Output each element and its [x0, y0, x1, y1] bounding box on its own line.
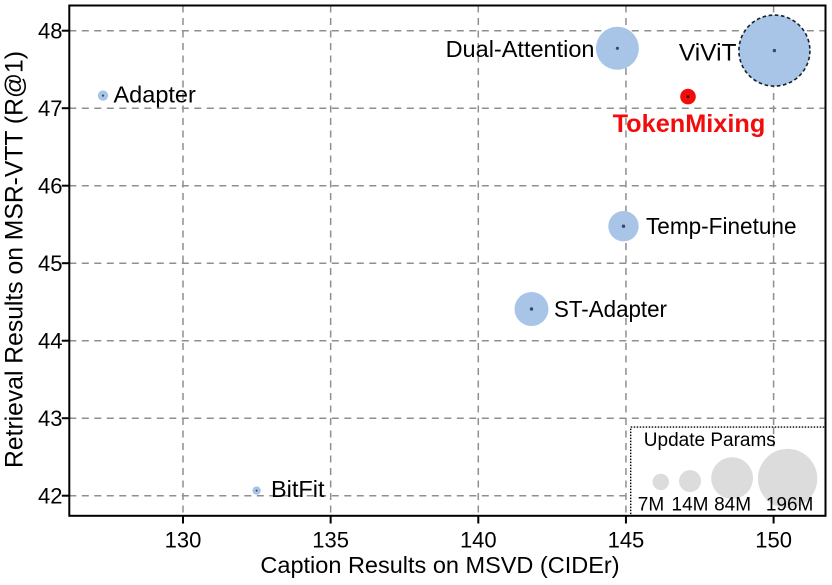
svg-text:84M: 84M	[714, 495, 751, 516]
svg-text:Caption Results on MSVD (CIDEr: Caption Results on MSVD (CIDEr)	[260, 552, 619, 578]
svg-text:TokenMixing: TokenMixing	[613, 110, 766, 138]
svg-text:Retrieval Results on MSR-VTT (: Retrieval Results on MSR-VTT (R@1)	[1, 51, 28, 468]
svg-text:BitFit: BitFit	[271, 476, 325, 502]
svg-text:130: 130	[165, 528, 202, 553]
svg-text:45: 45	[38, 251, 62, 276]
svg-text:47: 47	[38, 96, 62, 121]
svg-text:Adapter: Adapter	[114, 82, 196, 108]
svg-text:14M: 14M	[672, 495, 709, 516]
svg-text:Temp-Finetune: Temp-Finetune	[646, 213, 797, 239]
svg-text:ViViT: ViViT	[679, 40, 737, 67]
svg-text:Dual-Attention: Dual-Attention	[446, 36, 595, 62]
svg-text:42: 42	[38, 484, 62, 509]
svg-text:ST-Adapter: ST-Adapter	[554, 296, 667, 322]
svg-text:7M: 7M	[638, 495, 664, 516]
svg-text:196M: 196M	[766, 495, 814, 516]
svg-text:46: 46	[38, 174, 62, 199]
svg-text:145: 145	[608, 528, 645, 553]
svg-text:Update Params: Update Params	[644, 430, 776, 451]
svg-text:140: 140	[460, 528, 497, 553]
svg-text:48: 48	[38, 19, 62, 44]
svg-text:43: 43	[38, 406, 62, 431]
svg-text:135: 135	[312, 528, 349, 553]
svg-text:150: 150	[755, 528, 792, 553]
svg-text:44: 44	[38, 329, 62, 354]
